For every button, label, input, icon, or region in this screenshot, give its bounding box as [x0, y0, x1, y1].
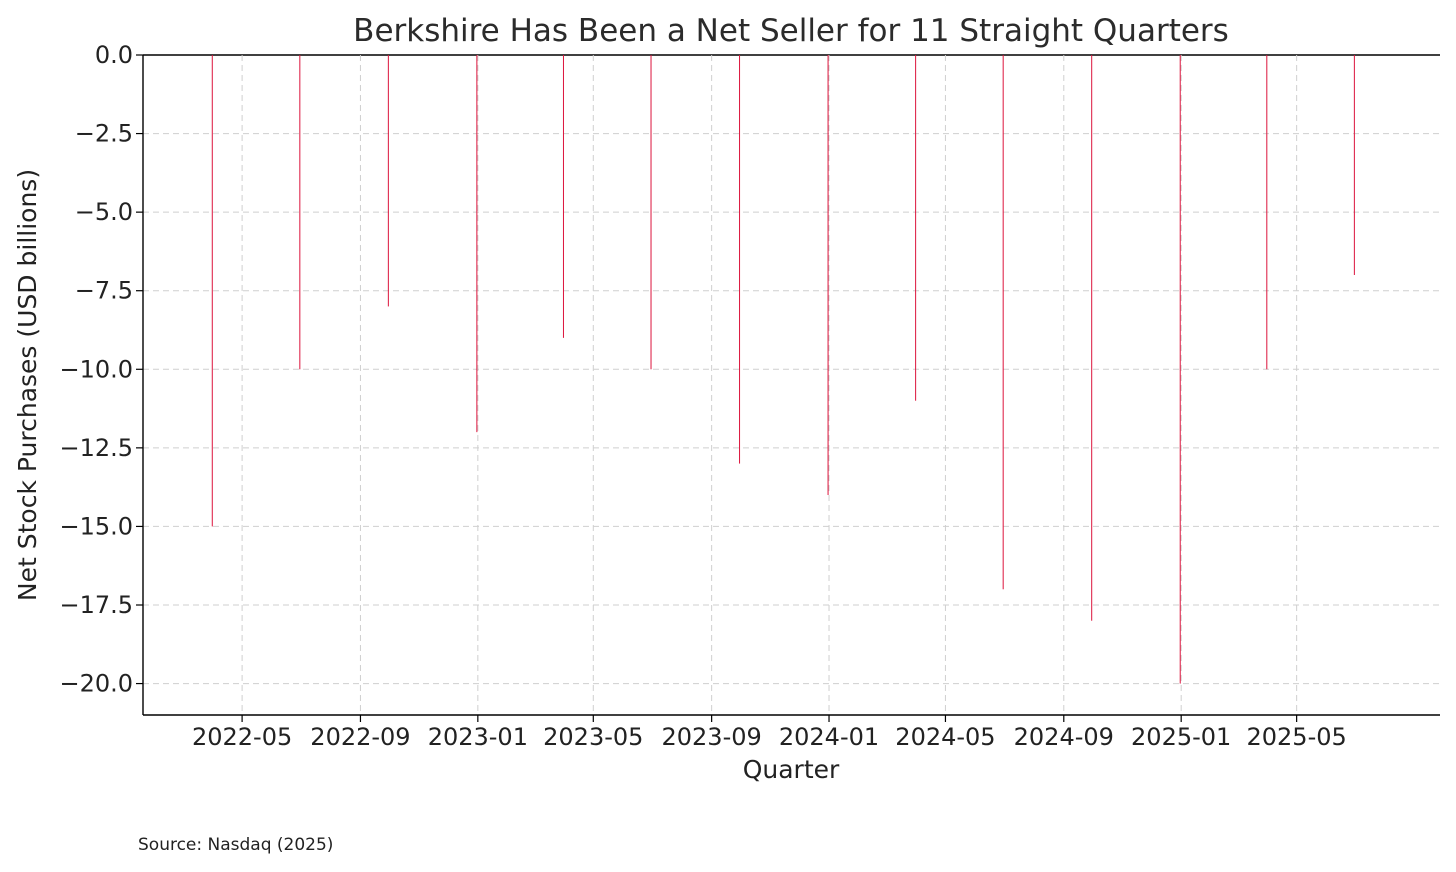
y-tick-label: −7.5: [75, 277, 133, 305]
y-tick-label: −5.0: [75, 198, 133, 226]
bars: [211, 55, 1355, 684]
x-axis-label: Quarter: [743, 755, 840, 784]
bar: [1091, 55, 1093, 621]
y-axis-label: Net Stock Purchases (USD billions): [13, 169, 42, 601]
y-tick-label: −10.0: [59, 355, 133, 383]
bar: [1179, 55, 1181, 684]
bar: [387, 55, 389, 307]
bar: [827, 55, 829, 495]
x-tick-label: 2022-05: [192, 723, 292, 751]
ticks: 0.0 −2.5 −5.0 −7.5 −10.0 −12.5 −15.0 −17.5 −20.0…: [59, 41, 1346, 751]
bar: [211, 55, 213, 527]
bar: [915, 55, 917, 401]
bar: [650, 55, 652, 370]
x-tick-label: 2025-01: [1131, 723, 1231, 751]
bar: [1002, 55, 1004, 590]
y-tick-label: −17.5: [59, 591, 133, 619]
y-tick-label: −15.0: [59, 512, 133, 540]
bar: [562, 55, 564, 338]
bar: [1266, 55, 1268, 370]
bar: [476, 55, 478, 433]
axes: [142, 55, 1440, 716]
bar: [299, 55, 301, 370]
bar: [739, 55, 741, 464]
x-tick-label: 2024-09: [1014, 723, 1114, 751]
source-note: Source: Nasdaq (2025): [138, 835, 334, 855]
grid-lines: [143, 54, 1440, 715]
x-tick-label: 2023-09: [661, 723, 761, 751]
x-tick-label: 2023-05: [543, 723, 643, 751]
chart-title: Berkshire Has Been a Net Seller for 11 S…: [353, 13, 1229, 49]
x-tick-label: 2023-01: [428, 723, 528, 751]
y-tick-label: −12.5: [59, 434, 133, 462]
y-tick-label: 0.0: [95, 41, 133, 69]
x-tick-label: 2022-09: [310, 723, 410, 751]
x-tick-label: 2024-01: [779, 723, 879, 751]
bar: [1353, 55, 1355, 275]
y-tick-label: −2.5: [75, 120, 133, 148]
x-tick-label: 2024-05: [895, 723, 995, 751]
y-tick-label: −20.0: [59, 670, 133, 698]
x-tick-label: 2025-05: [1246, 723, 1346, 751]
